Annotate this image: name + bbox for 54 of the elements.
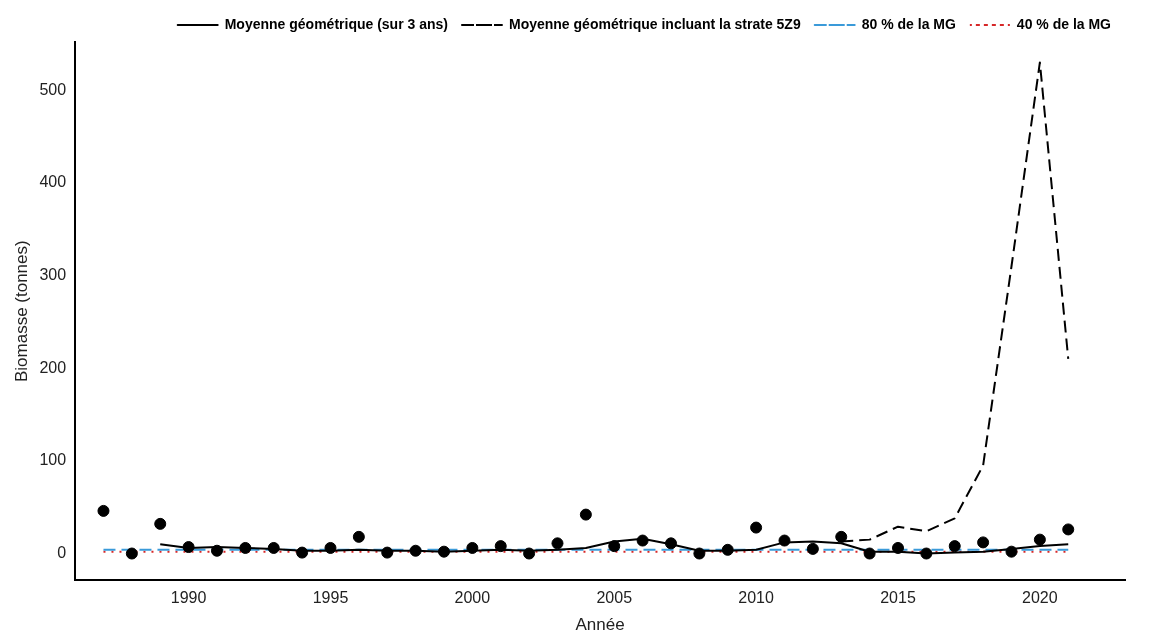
point [523,547,536,560]
x-tick-label: 2020 [1022,589,1058,607]
point [267,541,280,554]
point [551,537,564,550]
point [1062,523,1075,536]
x-tick-label: 1995 [312,589,349,607]
y-axis-title: Biomasse (tonnes) [11,240,31,383]
point [693,547,706,560]
legend-label: 40 % de la MG [1016,15,1112,32]
point [977,536,990,549]
x-tick-label: 2010 [738,589,775,607]
point [154,517,167,530]
point [778,534,791,547]
x-tick-label: 2000 [454,589,491,607]
y-tick-label: 400 [39,173,67,191]
point [835,530,848,543]
legend-label: 80 % de la MG [861,15,956,32]
point [437,545,450,558]
point [210,544,223,557]
point [381,546,394,559]
point [721,543,734,556]
point [948,540,961,553]
point [466,541,479,554]
point [182,541,195,554]
point [664,537,677,550]
point [920,547,933,560]
point [636,534,649,547]
point [494,540,507,553]
x-tick-label: 2005 [596,589,633,607]
point [324,541,337,554]
point [1005,545,1018,558]
point [296,546,309,559]
legend-label: Moyenne géométrique incluant la strate 5Z9 [508,15,801,32]
legend-label: Moyenne géométrique (sur 3 ans) [224,15,448,32]
y-tick-label: 0 [57,543,67,561]
point [608,540,621,553]
point [239,541,252,554]
y-tick-label: 500 [39,80,67,98]
point [750,521,763,534]
point [891,541,904,554]
point [352,530,365,543]
point [125,547,138,560]
x-axis-title: Année [575,615,625,635]
y-tick-label: 300 [39,265,67,283]
y-tick-label: 100 [39,451,67,469]
point [863,547,876,560]
x-tick-label: 1990 [170,589,207,607]
point [97,504,110,517]
point [806,542,819,555]
point [1033,533,1046,546]
x-tick-label: 2015 [880,589,916,607]
y-tick-label: 200 [39,358,67,376]
point [579,508,592,521]
point [409,544,422,557]
